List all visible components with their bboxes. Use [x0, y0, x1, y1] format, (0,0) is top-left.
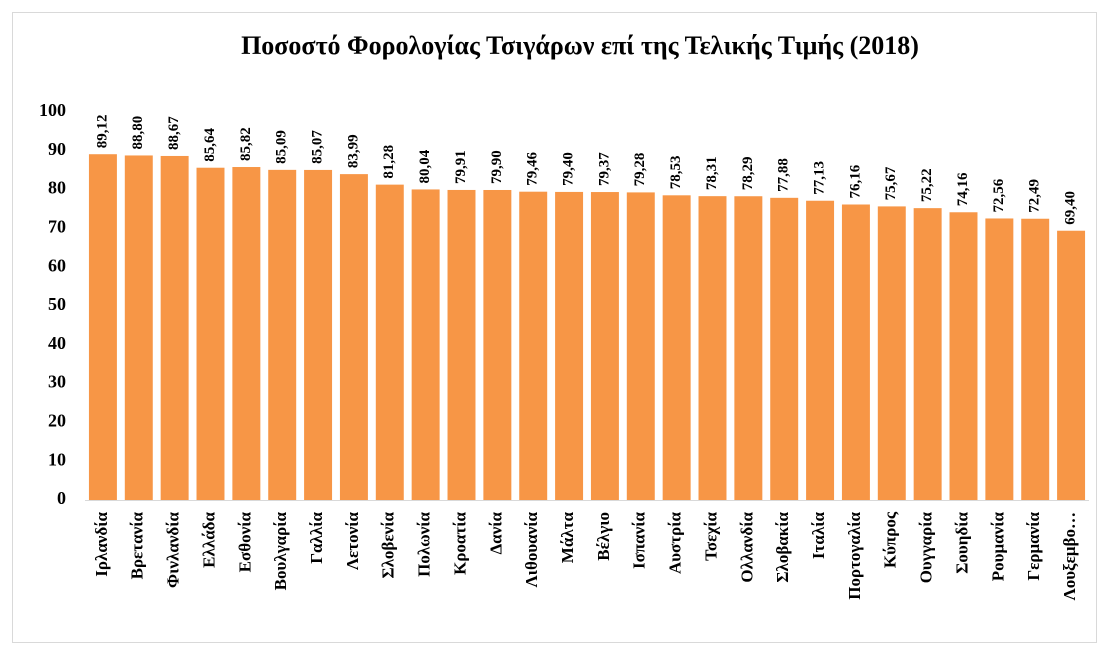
bar — [88, 154, 117, 500]
data-label: 69,40 — [1063, 191, 1079, 225]
bar — [339, 174, 368, 500]
data-label: 79,46 — [525, 151, 541, 185]
x-tick-label: Βουλγαρία — [271, 511, 290, 590]
bar — [411, 189, 440, 500]
x-tick-label: Γερμανία — [1024, 511, 1043, 580]
x-tick-label: Ιταλία — [809, 512, 828, 560]
y-tick-label: 70 — [48, 217, 66, 237]
bar — [1057, 230, 1086, 500]
bar — [447, 189, 476, 500]
bar — [232, 167, 261, 500]
bar — [375, 184, 404, 500]
x-tick-label: Ισπανία — [630, 512, 649, 570]
data-label: 88,67 — [166, 116, 182, 150]
data-label: 74,16 — [955, 172, 971, 206]
x-tick-label: Κροατία — [450, 511, 469, 574]
bar — [626, 192, 655, 500]
x-tick-label: Βρετανία — [128, 512, 147, 580]
y-tick-label: 90 — [48, 139, 66, 159]
chart-title: Ποσοστό Φορολογίας Τσιγάρων επί της Τελι… — [241, 31, 919, 60]
bar — [483, 189, 512, 500]
data-label: 78,53 — [668, 156, 684, 190]
data-label: 83,99 — [345, 134, 361, 168]
bar — [698, 196, 727, 500]
x-tick-label: Λετονία — [343, 511, 362, 570]
bar — [196, 167, 225, 500]
data-label: 72,56 — [991, 178, 1007, 212]
x-tick-label: Μάλτα — [558, 511, 577, 563]
x-tick-label: Λιθουανία — [522, 511, 541, 587]
y-tick-label: 100 — [39, 100, 66, 120]
data-label: 85,64 — [202, 127, 218, 161]
data-label: 80,04 — [417, 149, 433, 183]
data-label: 76,16 — [847, 164, 863, 198]
bar — [268, 169, 297, 500]
x-tick-label: Ιρλανδία — [92, 511, 111, 576]
data-label: 78,29 — [740, 156, 756, 190]
data-label: 72,49 — [1027, 179, 1043, 213]
x-tick-label: Πολωνία — [415, 511, 434, 576]
y-tick-label: 60 — [48, 255, 66, 275]
x-tick-label: Σλοβενία — [379, 511, 398, 578]
bar — [124, 155, 153, 500]
data-label: 75,67 — [883, 166, 899, 200]
x-tick-label: Βέλγιο — [594, 512, 613, 561]
data-label: 75,22 — [919, 168, 935, 202]
bar — [304, 169, 333, 500]
data-label: 79,28 — [632, 153, 648, 187]
bar — [985, 218, 1014, 500]
bar — [555, 191, 584, 501]
data-label: 85,09 — [274, 130, 290, 164]
data-label: 78,31 — [704, 156, 720, 190]
x-tick-label: Σουηδία — [952, 512, 971, 574]
x-tick-label: Κύπρος — [881, 511, 900, 568]
data-label: 77,13 — [812, 161, 828, 195]
bar — [590, 192, 619, 500]
x-tick-label: Τσεχία — [701, 511, 720, 560]
x-tick-label: Γαλλία — [307, 511, 326, 563]
bar — [913, 208, 942, 500]
x-tick-label: Ρουμανία — [988, 511, 1007, 581]
bar — [877, 206, 906, 501]
data-label: 85,07 — [310, 130, 326, 164]
data-label: 79,90 — [489, 150, 505, 184]
data-label: 77,88 — [776, 158, 792, 192]
bar — [662, 195, 691, 501]
x-tick-label: Πορτογαλία — [845, 512, 864, 600]
x-tick-label: Σλοβακία — [773, 511, 792, 582]
y-tick-label: 50 — [48, 294, 66, 314]
y-tick-label: 30 — [48, 372, 66, 392]
x-tick-label: Αυστρία — [666, 511, 685, 574]
y-tick-label: 40 — [48, 333, 66, 353]
data-label: 79,91 — [453, 150, 469, 184]
x-tick-label: Λουξεμβο… — [1060, 512, 1079, 600]
x-tick-label: Ολλανδία — [737, 511, 756, 582]
bar — [519, 191, 548, 501]
x-tick-label: Ελλάδα — [199, 511, 218, 567]
bar — [1021, 218, 1050, 500]
bar — [770, 197, 799, 500]
x-tick-label: Δανία — [486, 511, 505, 554]
data-label: 79,40 — [561, 152, 577, 186]
bar — [160, 155, 189, 501]
x-tick-label: Εσθονία — [235, 512, 254, 573]
bar — [734, 196, 763, 500]
bar — [841, 204, 870, 500]
y-tick-label: 0 — [57, 488, 66, 508]
data-label: 85,82 — [238, 127, 254, 161]
x-tick-label: Φινλανδία — [164, 511, 183, 587]
y-tick-label: 80 — [48, 178, 66, 198]
y-tick-label: 10 — [48, 449, 66, 469]
data-label: 79,37 — [596, 152, 612, 186]
data-label: 89,12 — [94, 114, 110, 148]
bar — [949, 212, 978, 500]
data-label: 88,80 — [130, 116, 146, 150]
bar — [806, 200, 835, 500]
y-tick-label: 20 — [48, 411, 66, 431]
data-label: 81,28 — [381, 145, 397, 179]
x-tick-label: Ουγγαρία — [917, 511, 936, 583]
